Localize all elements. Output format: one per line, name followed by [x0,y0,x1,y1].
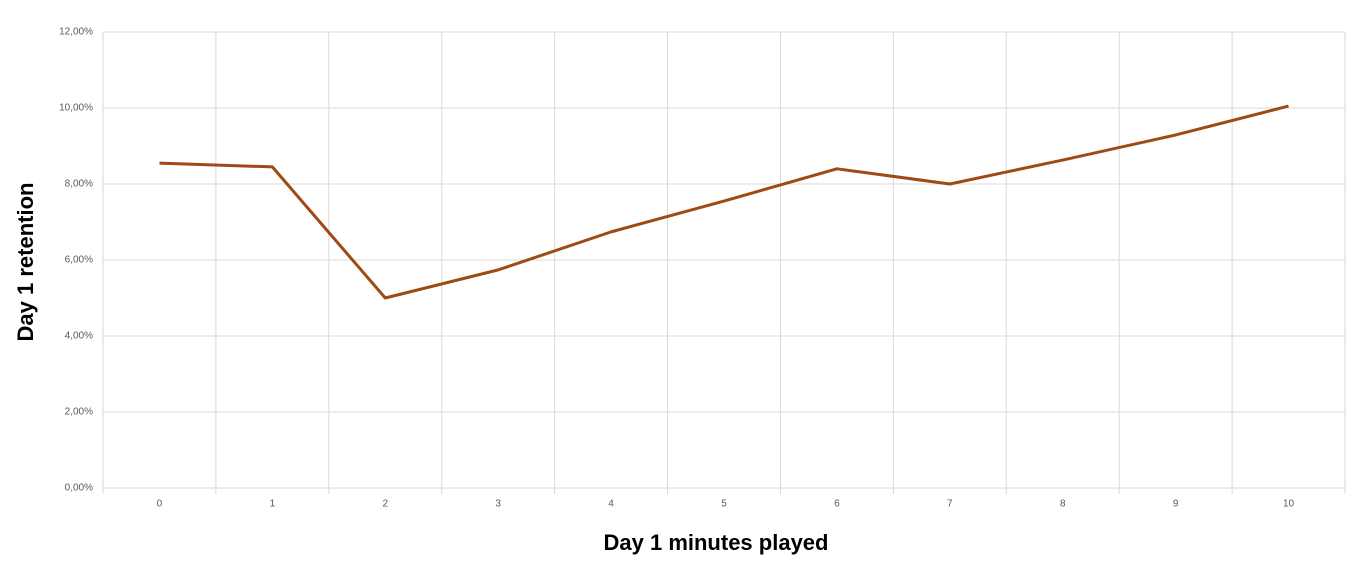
x-tick-label: 7 [947,499,953,510]
x-tick-label: 8 [1060,499,1066,510]
y-tick-label: 10,00% [59,103,93,114]
y-tick-label: 6,00% [65,255,93,266]
x-tick-label: 3 [495,499,501,510]
y-tick-label: 0,00% [65,483,93,494]
x-tick-label: 2 [382,499,388,510]
y-tick-label: 2,00% [65,407,93,418]
y-axis-title: Day 1 retention [13,183,38,342]
x-tick-label: 5 [721,499,727,510]
y-tick-label: 4,00% [65,331,93,342]
x-tick-label: 1 [270,499,276,510]
x-tick-label: 9 [1173,499,1179,510]
y-tick-label: 12,00% [59,27,93,38]
x-tick-label: 6 [834,499,840,510]
x-tick-label: 10 [1283,499,1295,510]
x-tick-label: 4 [608,499,614,510]
x-axis-title: Day 1 minutes played [604,530,829,555]
data-line [159,104,1289,300]
x-tick-label: 0 [157,499,163,510]
y-tick-label: 8,00% [65,179,93,190]
